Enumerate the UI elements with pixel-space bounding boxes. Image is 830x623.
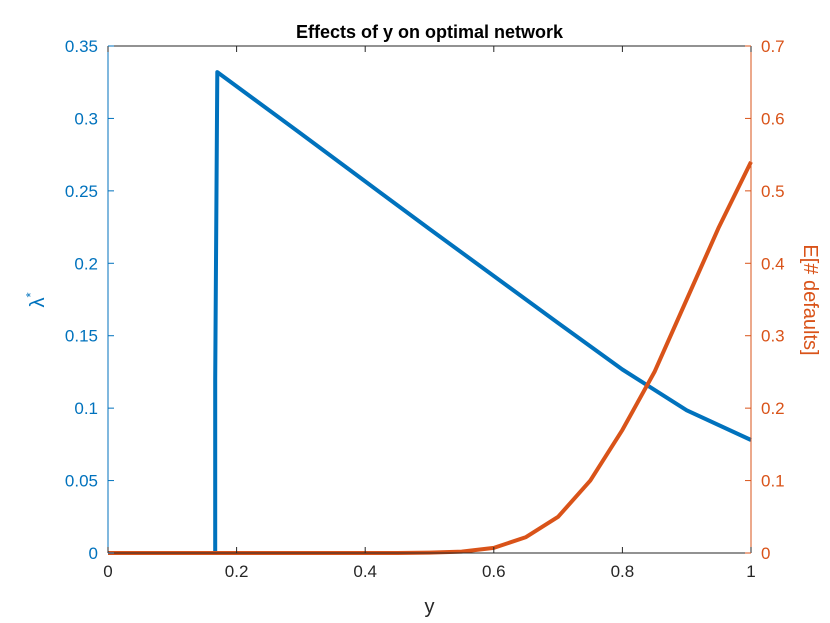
x-tick-label: 0.8 — [611, 562, 635, 581]
series-line-lambda — [108, 70, 752, 555]
x-tick-label: 0.4 — [353, 562, 377, 581]
x-tick-label: 0.2 — [225, 562, 249, 581]
y-tick-right-label: 0.5 — [761, 182, 785, 201]
y-axis-left-label-text: λ — [27, 298, 49, 308]
y-tick-left-label: 0.15 — [65, 327, 98, 346]
y-tick-right-label: 0.3 — [761, 327, 785, 346]
y-tick-right-label: 0.6 — [761, 109, 785, 128]
y-tick-right-label: 0 — [761, 544, 770, 563]
y-tick-left-label: 0.1 — [74, 399, 98, 418]
y-tick-right-label: 0.4 — [761, 254, 785, 273]
chart-title: Effects of y on optimal network — [296, 22, 564, 42]
y-tick-left-label: 0.25 — [65, 182, 98, 201]
y-tick-left-label: 0 — [89, 544, 98, 563]
x-tick-label: 0 — [103, 562, 112, 581]
y-tick-left-label: 0.3 — [74, 109, 98, 128]
y-tick-right-label: 0.1 — [761, 472, 785, 491]
svg-text:λ*: λ* — [23, 292, 49, 307]
x-axis-label: y — [425, 596, 435, 618]
y-axis-left-label: λ* — [23, 292, 49, 307]
y-axis-right-label: E[# defaults] — [799, 244, 821, 355]
series-line-defaults — [108, 161, 753, 555]
y-axis-left-label-superscript: * — [23, 292, 38, 297]
y-tick-right-label: 0.2 — [761, 399, 785, 418]
x-tick-label: 1 — [746, 562, 755, 581]
y-tick-left-label: 0.2 — [74, 254, 98, 273]
x-tick-label: 0.6 — [482, 562, 506, 581]
y-tick-left-label: 0.35 — [65, 37, 98, 56]
y-tick-left-label: 0.05 — [65, 472, 98, 491]
plot-lines — [108, 70, 753, 555]
axes: 0 0.2 0.4 0.6 0.8 100.050.10.150.20.250.30.35… — [65, 37, 785, 581]
y-tick-right-label: 0.7 — [761, 37, 785, 56]
